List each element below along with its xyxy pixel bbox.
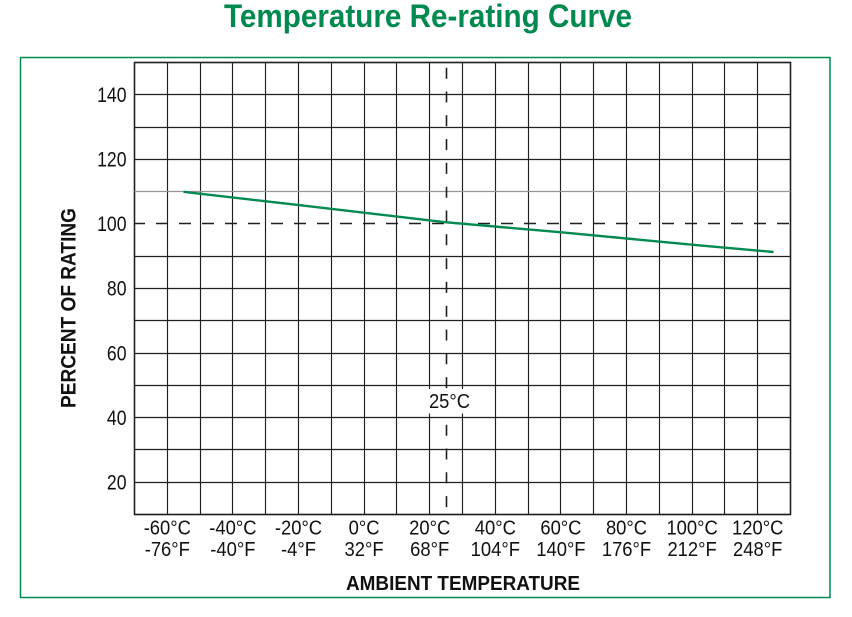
svg-text:100°C: 100°C <box>666 518 717 540</box>
svg-text:PERCENT OF RATING: PERCENT OF RATING <box>57 208 80 408</box>
svg-text:68°F: 68°F <box>410 539 449 561</box>
svg-text:80°C: 80°C <box>606 518 647 540</box>
svg-text:-76°F: -76°F <box>145 539 190 561</box>
svg-text:32°F: 32°F <box>345 539 384 561</box>
svg-text:80: 80 <box>107 278 127 301</box>
svg-text:-40°C: -40°C <box>209 518 256 540</box>
svg-text:-4°F: -4°F <box>281 539 316 561</box>
svg-text:40°C: 40°C <box>475 518 516 540</box>
svg-text:176°F: 176°F <box>602 539 651 561</box>
svg-text:20°C: 20°C <box>409 518 450 540</box>
svg-text:120°C: 120°C <box>732 518 783 540</box>
svg-text:25°C: 25°C <box>429 391 470 413</box>
svg-text:60: 60 <box>107 342 127 365</box>
svg-text:60°C: 60°C <box>540 518 581 540</box>
svg-text:AMBIENT TEMPERATURE: AMBIENT TEMPERATURE <box>346 573 580 595</box>
svg-text:-60°C: -60°C <box>144 518 191 540</box>
svg-text:-40°F: -40°F <box>210 539 255 561</box>
svg-text:40: 40 <box>107 407 127 430</box>
svg-text:248°F: 248°F <box>733 539 782 561</box>
svg-text:20: 20 <box>107 471 127 494</box>
svg-text:-20°C: -20°C <box>275 518 322 540</box>
svg-text:104°F: 104°F <box>471 539 520 561</box>
svg-text:212°F: 212°F <box>667 539 716 561</box>
svg-text:0°C: 0°C <box>349 518 380 540</box>
svg-text:100: 100 <box>97 213 126 236</box>
svg-text:Temperature Re-rating Curve: Temperature Re-rating Curve <box>224 0 632 34</box>
svg-text:140°F: 140°F <box>536 539 585 561</box>
svg-text:140: 140 <box>97 84 126 107</box>
svg-text:120: 120 <box>97 149 126 172</box>
